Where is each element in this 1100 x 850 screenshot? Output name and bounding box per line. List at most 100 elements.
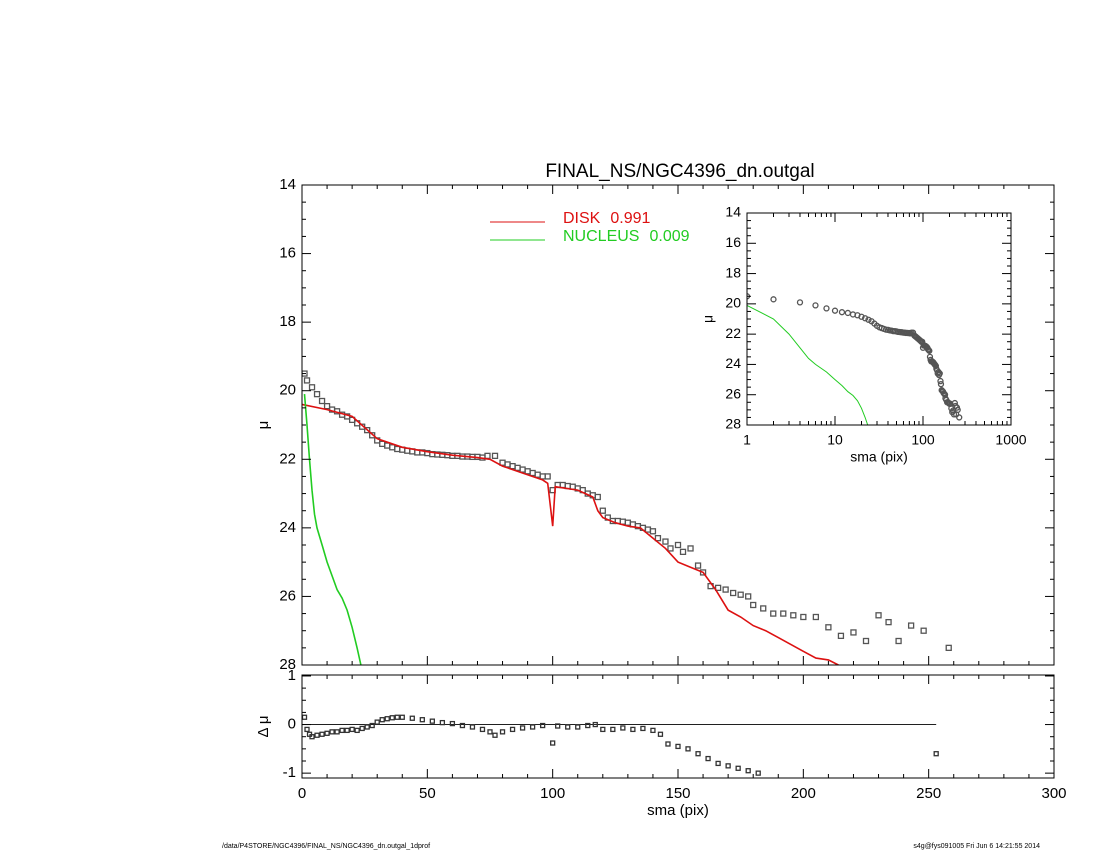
data-point bbox=[790, 612, 797, 619]
data-point bbox=[369, 432, 376, 439]
data-point bbox=[945, 644, 952, 652]
data-point bbox=[389, 715, 395, 721]
data-point bbox=[439, 719, 446, 726]
data-point bbox=[735, 765, 741, 771]
data-point bbox=[610, 726, 616, 733]
data-point bbox=[920, 627, 927, 634]
data-point bbox=[885, 618, 892, 626]
data-point bbox=[565, 724, 571, 730]
x-tick-label: 10 bbox=[827, 432, 843, 448]
data-point bbox=[509, 462, 516, 470]
data-point bbox=[640, 725, 646, 732]
data-point bbox=[770, 296, 777, 303]
plot-area bbox=[302, 714, 939, 776]
x-axis-label: sma (pix) bbox=[647, 802, 709, 819]
y-tick-label: 28 bbox=[279, 656, 296, 673]
legend-value: 0.991 bbox=[610, 210, 650, 227]
y-tick-label: 18 bbox=[279, 313, 296, 330]
data-point bbox=[936, 370, 943, 377]
model-line bbox=[747, 304, 869, 425]
data-point bbox=[674, 541, 682, 549]
data-point bbox=[825, 624, 832, 631]
chart-title: FINAL_NS/NGC4396_dn.outgal bbox=[545, 161, 814, 182]
x-tick-label: 200 bbox=[791, 785, 816, 802]
data-point bbox=[780, 610, 787, 617]
y-axis-label: μ bbox=[700, 315, 716, 323]
x-tick-label: 250 bbox=[916, 785, 941, 802]
data-point bbox=[364, 426, 371, 434]
data-point bbox=[745, 768, 751, 774]
data-point bbox=[484, 452, 491, 460]
data-point bbox=[861, 315, 869, 322]
y-tick-label: -1 bbox=[283, 764, 296, 781]
data-point bbox=[534, 471, 541, 478]
data-point bbox=[838, 309, 846, 316]
data-point bbox=[875, 612, 882, 619]
data-point bbox=[933, 751, 939, 757]
data-point bbox=[539, 722, 546, 729]
y-tick-label: 16 bbox=[725, 234, 741, 250]
data-point bbox=[409, 715, 415, 721]
frame bbox=[746, 212, 1012, 426]
data-point bbox=[469, 724, 476, 730]
data-point bbox=[394, 445, 401, 453]
model-line bbox=[302, 403, 839, 665]
data-point bbox=[695, 751, 701, 757]
data-point bbox=[831, 307, 839, 314]
data-point bbox=[657, 731, 664, 737]
data-point bbox=[650, 727, 656, 734]
y-tick-label: 26 bbox=[279, 587, 296, 604]
data-point bbox=[687, 545, 694, 552]
data-point bbox=[654, 534, 662, 542]
x-tick-label: 1 bbox=[743, 432, 751, 448]
data-point bbox=[844, 309, 852, 317]
data-point bbox=[862, 637, 870, 645]
x-tick-label: 300 bbox=[1041, 785, 1066, 802]
data-point bbox=[592, 721, 598, 728]
data-point bbox=[954, 406, 961, 414]
data-point bbox=[479, 726, 486, 733]
data-point bbox=[715, 760, 721, 767]
legend-label: DISK bbox=[563, 210, 601, 227]
y-tick-label: 0 bbox=[288, 716, 296, 733]
data-point bbox=[699, 569, 707, 576]
data-point bbox=[389, 444, 396, 451]
data-point bbox=[314, 732, 320, 738]
x-axis-label: sma (pix) bbox=[850, 449, 908, 465]
data-point bbox=[599, 507, 606, 514]
data-point bbox=[519, 725, 526, 731]
data-point bbox=[514, 464, 521, 472]
data-point bbox=[349, 726, 355, 733]
y-tick-label: 20 bbox=[279, 382, 296, 399]
data-point bbox=[600, 726, 606, 733]
data-point bbox=[823, 305, 830, 312]
data-point bbox=[858, 313, 865, 320]
data-point bbox=[492, 732, 498, 738]
data-point bbox=[760, 605, 767, 612]
data-point bbox=[324, 730, 330, 736]
data-point bbox=[665, 741, 671, 747]
data-point bbox=[812, 302, 819, 309]
data-point bbox=[529, 469, 536, 477]
data-point bbox=[354, 727, 360, 734]
data-point bbox=[359, 725, 365, 732]
y-tick-label: 24 bbox=[279, 519, 296, 536]
y-tick-label: 1 bbox=[288, 667, 296, 684]
data-point bbox=[504, 461, 511, 468]
y-tick-label: 20 bbox=[725, 295, 741, 311]
y-tick-label: 22 bbox=[725, 325, 741, 341]
y-tick-label: 26 bbox=[725, 385, 741, 401]
model-line bbox=[303, 394, 362, 665]
data-point bbox=[630, 726, 636, 733]
data-point bbox=[812, 613, 820, 621]
data-point bbox=[302, 714, 308, 720]
x-tick-label: 1000 bbox=[995, 432, 1026, 448]
data-point bbox=[369, 722, 375, 729]
data-point bbox=[585, 722, 591, 729]
data-point bbox=[524, 468, 531, 475]
data-point bbox=[644, 526, 652, 533]
y-tick-label: 14 bbox=[279, 176, 296, 193]
footer-right: s4g@fys091005 Fri Jun 6 14:21:55 2014 bbox=[913, 843, 1040, 850]
data-point bbox=[850, 629, 857, 636]
